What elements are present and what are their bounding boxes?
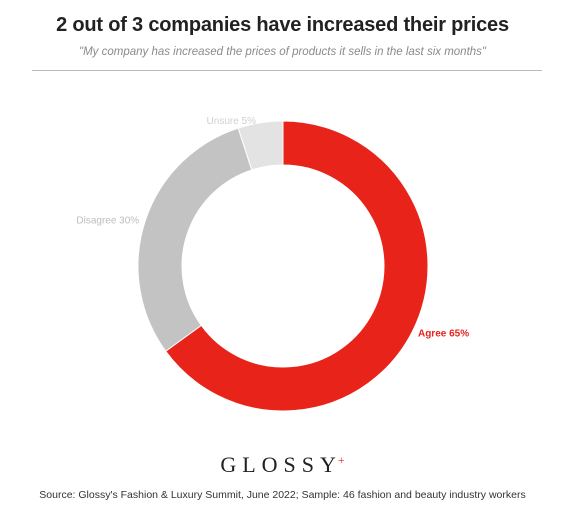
logo-text: GLOSSY xyxy=(220,452,342,477)
title-divider xyxy=(32,70,542,71)
donut-slices xyxy=(137,120,429,412)
chart-subtitle: "My company has increased the prices of … xyxy=(78,46,486,58)
source-note: Source: Glossy's Fashion & Luxury Summit… xyxy=(39,489,526,501)
label-unsure: Unsure 5% xyxy=(207,116,257,127)
slice-unsure xyxy=(237,120,284,171)
slice-agree xyxy=(164,120,429,412)
label-agree: Agree 65% xyxy=(418,329,469,340)
logo-plus-mark: + xyxy=(337,452,345,467)
chart-title: 2 out of 3 companies have increased thei… xyxy=(56,14,509,36)
slice-disagree xyxy=(137,127,253,352)
label-disagree: Disagree 30% xyxy=(76,216,139,227)
glossy-logo: GLOSSY+ xyxy=(0,452,565,478)
donut-labels: Agree 65% Disagree 30% Unsure 5% xyxy=(76,116,469,340)
